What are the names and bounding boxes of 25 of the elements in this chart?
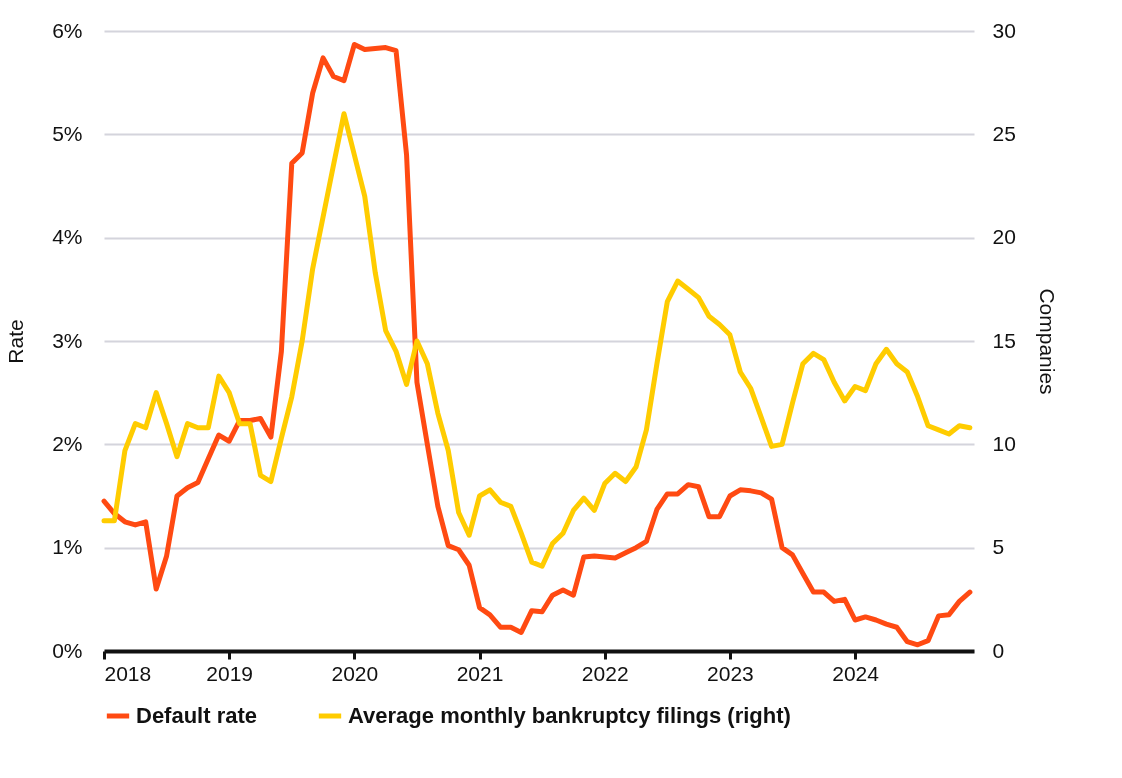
y-tick-label: 6%: [52, 18, 83, 42]
y-tick-label: 4%: [52, 225, 83, 249]
y2-tick-label: 25: [992, 121, 1016, 145]
y-tick-label: 1%: [52, 535, 83, 559]
x-tick-label: 2022: [581, 661, 629, 685]
y2-tick-label: 15: [992, 328, 1016, 352]
x-tick-label: 2019: [206, 661, 254, 685]
x-tick-label: 2024: [832, 661, 880, 685]
y2-tick-label: 10: [992, 431, 1016, 455]
legend-label: Default rate: [136, 703, 258, 728]
y-tick-label: 3%: [52, 328, 83, 352]
y2-tick-label: 5: [992, 535, 1005, 559]
y-axis-title: Rate: [4, 319, 28, 364]
x-tick-label: 2018: [104, 661, 152, 685]
y-tick-label: 2%: [52, 431, 83, 455]
y2-tick-label: 20: [992, 225, 1016, 249]
y-tick-label: 0%: [52, 638, 83, 662]
x-tick-label: 2021: [456, 661, 504, 685]
x-tick-label: 2020: [331, 661, 379, 685]
y-tick-label: 5%: [52, 121, 83, 145]
y2-tick-label: 30: [992, 18, 1016, 42]
y2-axis-title: Companies: [1035, 288, 1059, 395]
x-tick-label: 2023: [707, 661, 754, 685]
y2-tick-label: 0: [992, 638, 1005, 662]
legend-label: Average monthly bankruptcy filings (right): [348, 703, 791, 728]
